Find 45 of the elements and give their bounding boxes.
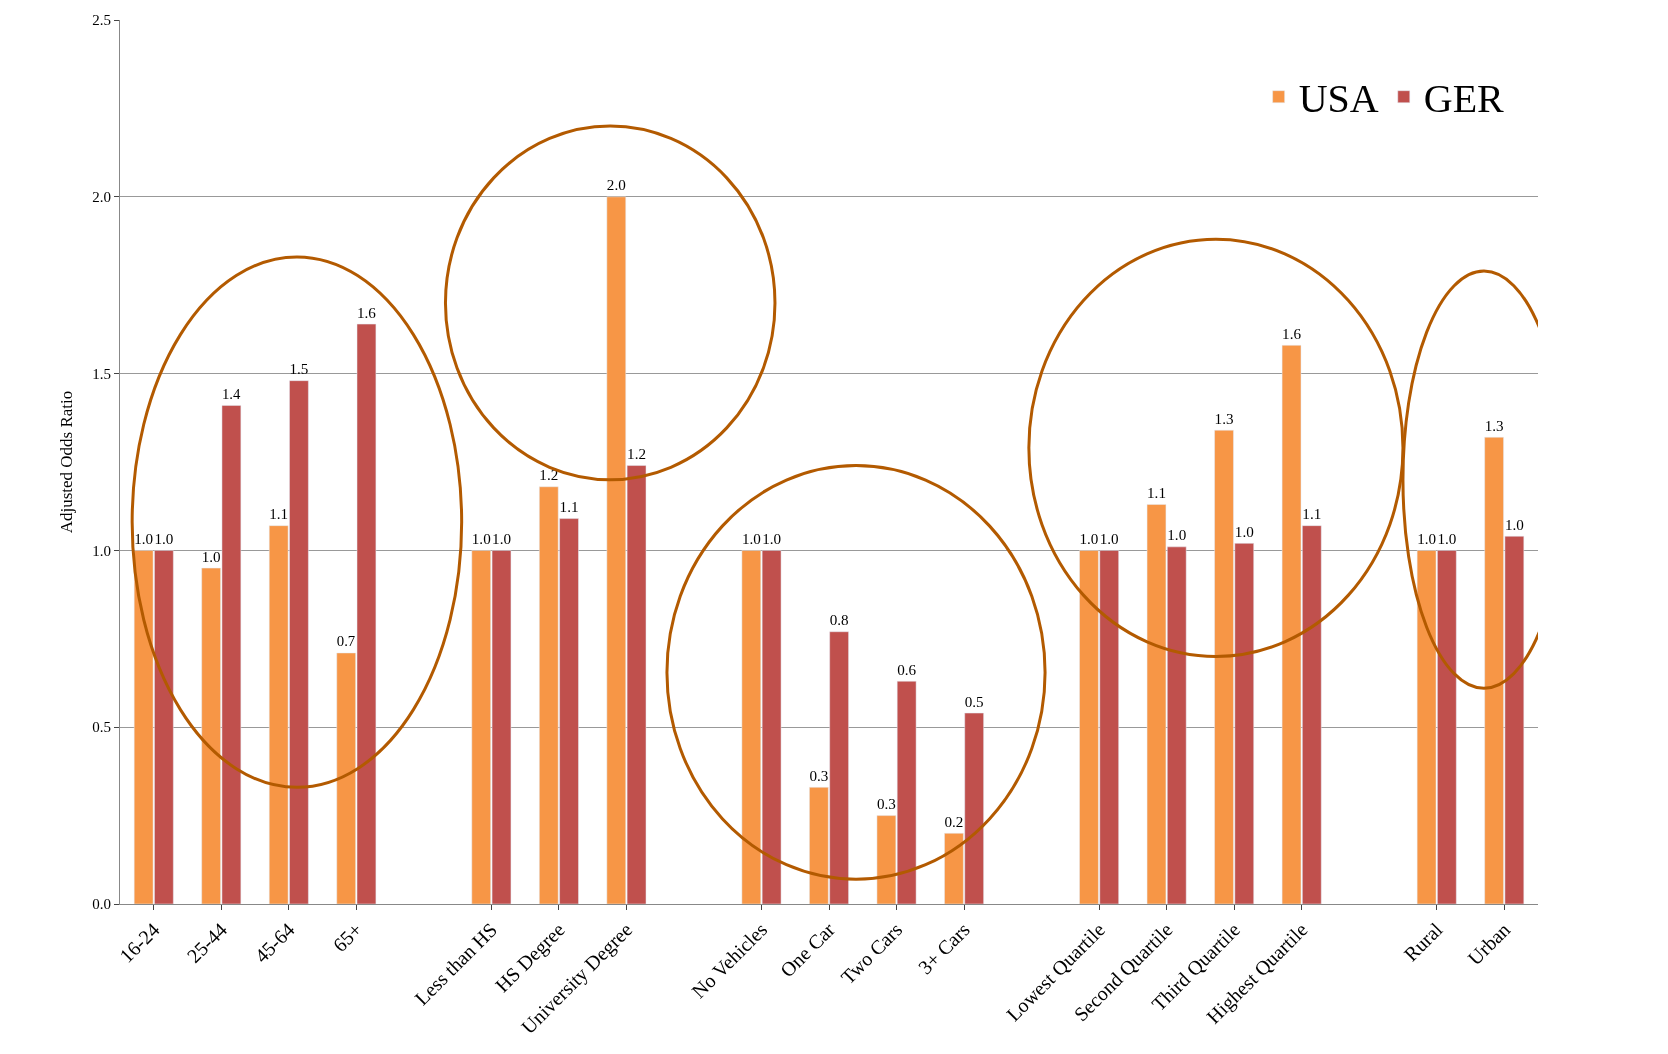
data-label: 1.1 <box>1147 484 1166 501</box>
data-label: 1.4 <box>221 385 242 402</box>
data-label: 1.2 <box>539 467 559 484</box>
legend-label: USA <box>1298 76 1379 122</box>
y-tick-label: 2.0 <box>92 189 111 206</box>
data-label: 1.2 <box>627 445 646 462</box>
data-label: 1.0 <box>1079 530 1099 547</box>
data-label: 1.1 <box>269 506 289 523</box>
data-label: 0.7 <box>336 633 356 650</box>
data-label: 1.0 <box>1504 516 1524 533</box>
data-label: 1.5 <box>289 361 309 378</box>
data-label: 0.3 <box>809 767 829 784</box>
legend-label: GER <box>1423 76 1505 122</box>
data-label: 1.0 <box>1437 530 1457 547</box>
data-label: 0.8 <box>829 612 849 629</box>
data-label: 0.2 <box>944 813 964 830</box>
data-label: 1.6 <box>357 304 377 321</box>
data-label: 0.6 <box>897 661 917 678</box>
data-label: 1.0 <box>492 530 511 547</box>
y-tick-label: 1.0 <box>92 542 111 559</box>
y-tick-label: 1.5 <box>92 365 111 382</box>
data-label: 1.0 <box>201 548 221 565</box>
data-label: 1.0 <box>154 530 174 547</box>
x-tick-label: 3+ Cars <box>913 918 975 979</box>
data-label: 1.1 <box>1302 506 1322 523</box>
data-label: 1.0 <box>1167 527 1187 544</box>
data-label: 1.0 <box>1234 523 1254 540</box>
data-label: 1.3 <box>1214 410 1234 427</box>
y-tick-label: 0.5 <box>92 719 111 736</box>
data-label: 2.0 <box>606 177 626 194</box>
x-tick-label: 65+ <box>328 918 367 957</box>
data-label: 1.0 <box>1099 530 1119 547</box>
data-label: 1.0 <box>471 530 491 547</box>
data-label: 0.3 <box>876 796 896 813</box>
data-label: 1.0 <box>762 530 782 547</box>
data-label: 1.0 <box>134 530 154 547</box>
y-tick-label: 0.0 <box>92 896 111 913</box>
data-label: 1.0 <box>741 530 761 547</box>
y-tick-label: 2.5 <box>92 12 111 29</box>
data-label: 0.5 <box>964 693 984 710</box>
data-label: 1.6 <box>1282 325 1302 342</box>
y-axis-title: Adjusted Odds Ratio <box>56 390 76 534</box>
data-label: 1.1 <box>559 499 579 516</box>
data-label: 1.0 <box>1417 530 1437 547</box>
data-label: 1.3 <box>1484 417 1504 434</box>
